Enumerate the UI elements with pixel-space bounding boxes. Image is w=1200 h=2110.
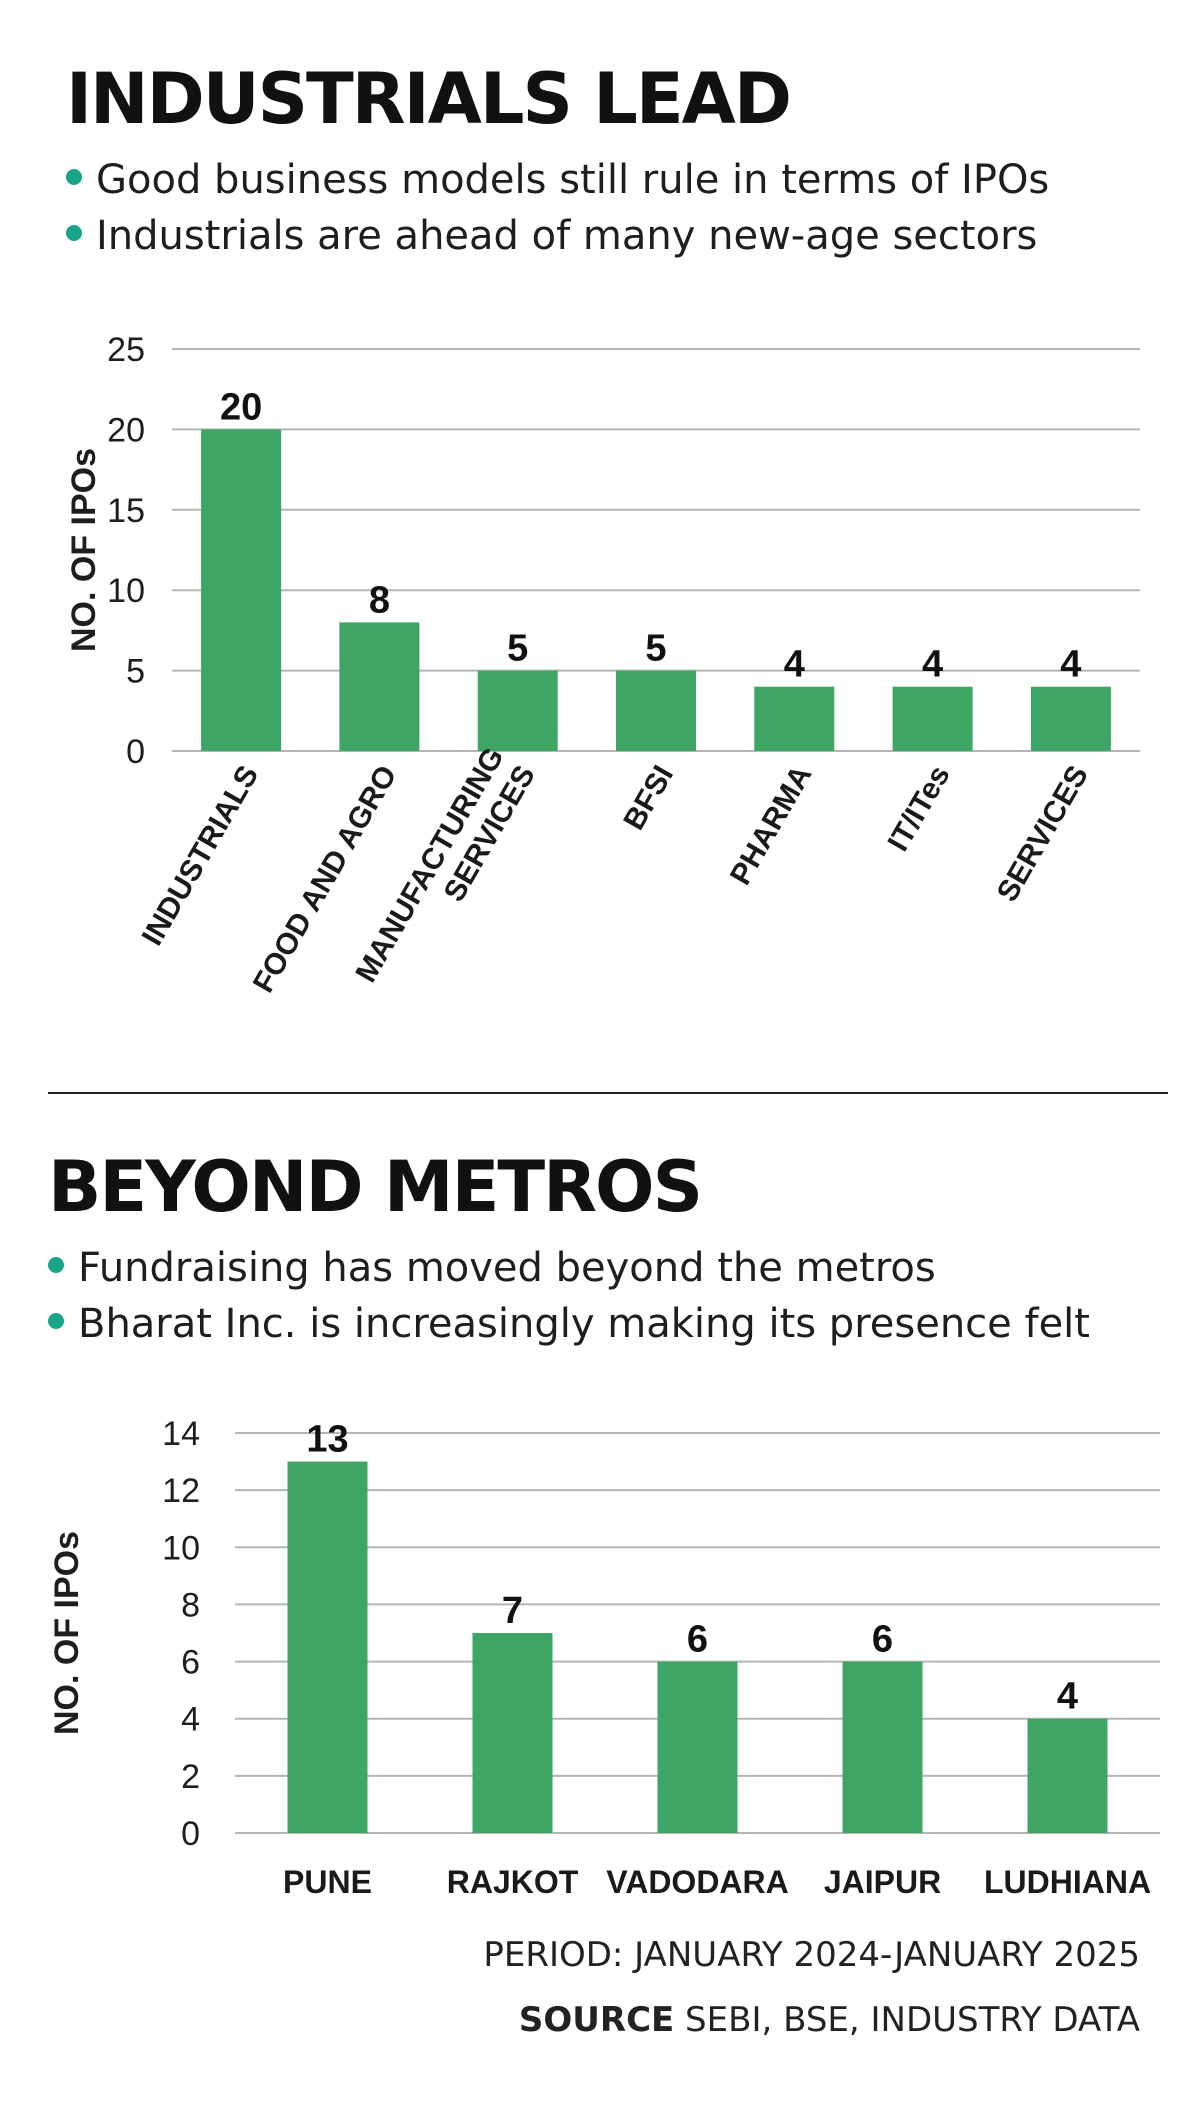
- bar: [616, 670, 696, 751]
- section1-title: INDUSTRIALS LEAD: [66, 58, 792, 140]
- bar: [892, 686, 973, 751]
- x-tick-label: SERVICES: [991, 760, 1095, 907]
- bullet-text: Good business models still rule in terms…: [96, 157, 1050, 203]
- bullet-dot-icon: [66, 169, 82, 185]
- data-label: 5: [645, 628, 666, 670]
- data-label: 4: [1057, 1676, 1078, 1718]
- x-tick-label: JAIPUR: [824, 1864, 941, 1900]
- y-axis-label: NO. OF IPOs: [65, 448, 103, 652]
- data-label: 6: [687, 1619, 708, 1661]
- data-label: 4: [922, 644, 943, 686]
- x-tick-label: PHARMA: [724, 760, 818, 891]
- y-tick-label: 0: [126, 733, 145, 771]
- section-divider: [48, 1092, 1168, 1094]
- period-note: PERIOD: JANUARY 2024-JANUARY 2025: [483, 1935, 1140, 1975]
- bullet-dot-icon: [48, 1257, 64, 1273]
- bar: [842, 1661, 923, 1833]
- y-tick-label: 14: [162, 1415, 200, 1453]
- y-tick-label: 0: [181, 1815, 200, 1853]
- section2-bullet: Bharat Inc. is increasingly making its p…: [48, 1296, 1090, 1352]
- bullet-dot-icon: [66, 225, 82, 241]
- bar: [287, 1461, 368, 1833]
- y-axis-label: NO. OF IPOs: [48, 1531, 86, 1735]
- data-label: 4: [784, 644, 805, 686]
- data-label: 8: [369, 579, 390, 621]
- bar: [472, 1633, 553, 1833]
- x-tick-label: PUNE: [283, 1864, 372, 1900]
- y-tick-label: 2: [181, 1758, 200, 1796]
- y-tick-label: 8: [181, 1586, 200, 1624]
- y-tick-label: 20: [107, 411, 145, 449]
- section2-bullet: Fundraising has moved beyond the metros: [48, 1240, 1090, 1296]
- data-label: 6: [872, 1619, 893, 1661]
- data-label: 20: [220, 386, 262, 428]
- data-label: 4: [1060, 644, 1081, 686]
- source-text: SEBI, BSE, INDUSTRY DATA: [674, 2000, 1140, 2040]
- y-tick-label: 5: [126, 653, 145, 691]
- y-tick-label: 25: [107, 331, 145, 369]
- bar: [339, 622, 420, 751]
- x-tick-label: IT/ITes: [882, 760, 957, 857]
- y-tick-label: 4: [181, 1701, 200, 1739]
- y-tick-label: 6: [181, 1644, 200, 1682]
- y-tick-label: 10: [107, 572, 145, 610]
- section1-bullet: Industrials are ahead of many new-age se…: [66, 208, 1049, 264]
- bar: [477, 670, 558, 751]
- section2-title: BEYOND METROS: [48, 1146, 703, 1228]
- x-tick-label: LUDHIANA: [984, 1864, 1151, 1900]
- data-label: 13: [306, 1419, 348, 1461]
- city-ipo-bar-chart: 0 2 4 6 8 10 12 14 NO. OF IPOs 13 PUNE 7 RAJKOT 6 VADO…: [48, 1415, 1160, 1900]
- y-tick-label: 10: [162, 1529, 200, 1567]
- x-tick-label: VADODARA: [606, 1864, 789, 1900]
- source-note: SOURCE SEBI, BSE, INDUSTRY DATA: [519, 2000, 1140, 2040]
- bar: [1030, 686, 1111, 751]
- x-tick-label: BFSI: [617, 760, 680, 836]
- bullet-text: Industrials are ahead of many new-age se…: [96, 213, 1038, 259]
- section2-bullets: Fundraising has moved beyond the metros …: [48, 1240, 1090, 1352]
- bullet-dot-icon: [48, 1313, 64, 1329]
- bullet-text: Bharat Inc. is increasingly making its p…: [78, 1301, 1090, 1347]
- source-label: SOURCE: [518, 2000, 675, 2040]
- bullet-text: Fundraising has moved beyond the metros: [78, 1245, 936, 1291]
- y-tick-label: 12: [162, 1472, 200, 1510]
- data-label: 7: [502, 1590, 523, 1632]
- bar: [657, 1661, 738, 1833]
- x-tick-label: RAJKOT: [447, 1864, 579, 1900]
- y-tick-label: 15: [107, 492, 145, 530]
- section1-bullet: Good business models still rule in terms…: [66, 152, 1049, 208]
- bar: [1027, 1718, 1108, 1833]
- bar: [754, 686, 835, 751]
- data-label: 5: [507, 628, 528, 670]
- section1-bullets: Good business models still rule in terms…: [66, 152, 1049, 264]
- bar: [201, 429, 282, 751]
- x-tick-label: INDUSTRIALS: [136, 760, 265, 951]
